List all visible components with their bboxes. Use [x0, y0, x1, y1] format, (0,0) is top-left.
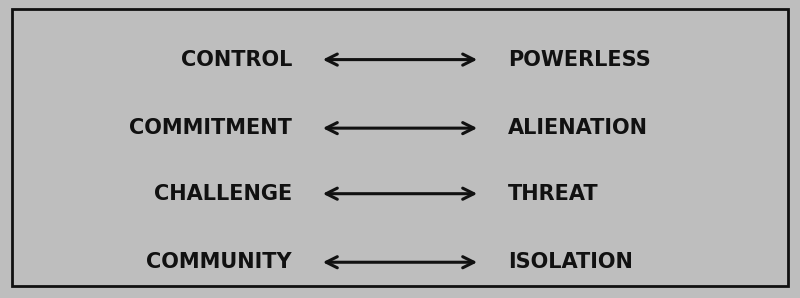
Text: ALIENATION: ALIENATION	[508, 118, 648, 138]
FancyBboxPatch shape	[12, 9, 788, 286]
Text: COMMUNITY: COMMUNITY	[146, 252, 292, 272]
Text: POWERLESS: POWERLESS	[508, 49, 650, 70]
Text: THREAT: THREAT	[508, 184, 598, 204]
Text: CHALLENGE: CHALLENGE	[154, 184, 292, 204]
Text: CONTROL: CONTROL	[181, 49, 292, 70]
Text: ISOLATION: ISOLATION	[508, 252, 633, 272]
Text: COMMITMENT: COMMITMENT	[129, 118, 292, 138]
